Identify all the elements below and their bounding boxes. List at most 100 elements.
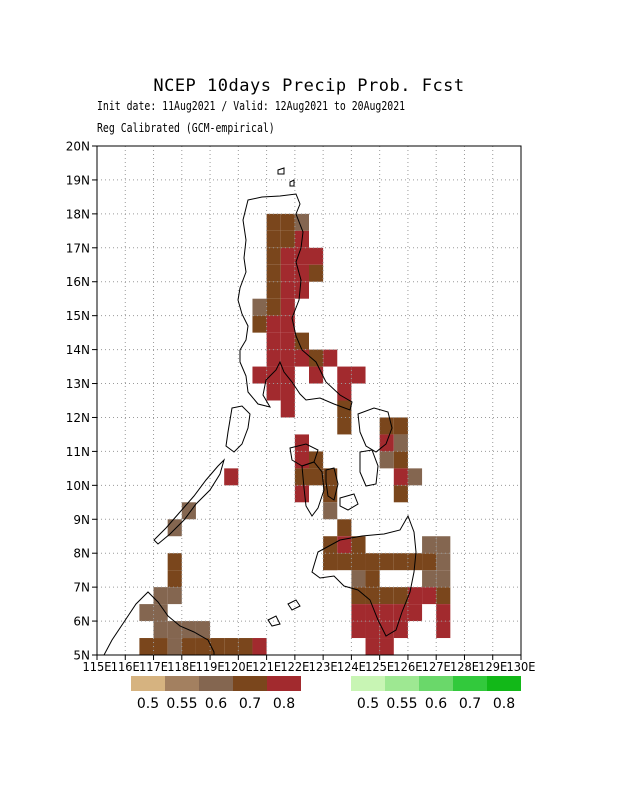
probability-cell xyxy=(436,553,451,571)
lon-tick-label: 127E xyxy=(422,660,451,674)
lat-tick-label: 20N xyxy=(66,140,90,154)
probability-cell xyxy=(393,553,408,571)
lon-tick-label: 128E xyxy=(450,660,479,674)
map-title: NCEP 10days Precip Prob. Fcst xyxy=(153,76,465,96)
dry-legend-level-label: 0.55 xyxy=(166,696,197,712)
probability-cell xyxy=(323,349,338,367)
legend: 0.5 0.55 0.6 0.7 0.8 0.5 0.55 0.6 0.7 0.8 xyxy=(131,676,521,712)
probability-cell xyxy=(266,213,281,231)
map-subtitle-method: Reg Calibrated (GCM-empirical) xyxy=(97,121,275,135)
probability-cell xyxy=(365,621,380,639)
probability-cell xyxy=(436,570,451,588)
wet-legend-swatch xyxy=(419,676,453,691)
probability-cell xyxy=(309,349,324,367)
probability-cell xyxy=(337,519,352,537)
probability-cell xyxy=(365,553,380,571)
probability-cell xyxy=(252,298,267,316)
lat-tick-label: 6N xyxy=(73,615,90,629)
probability-cell xyxy=(365,587,380,605)
probability-cell xyxy=(167,621,182,639)
probability-cell xyxy=(351,536,366,554)
coastline-luzon xyxy=(237,193,353,411)
coastline-sulu xyxy=(287,599,301,611)
probability-cell xyxy=(294,332,309,350)
lon-tick-label: 118E xyxy=(167,660,196,674)
probability-cell xyxy=(337,400,352,418)
probability-cell xyxy=(238,638,253,655)
probability-cell xyxy=(280,281,295,299)
map-subtitle-dates: Init date: 11Aug2021 / Valid: 12Aug2021 … xyxy=(97,99,406,113)
probability-cell xyxy=(309,366,324,384)
probability-cell xyxy=(153,587,168,605)
coastline-babuyan xyxy=(289,179,295,187)
probability-cell xyxy=(210,638,225,655)
probability-cell xyxy=(181,638,196,655)
dry-legend-swatch xyxy=(199,676,233,691)
probability-cell xyxy=(153,621,168,639)
probability-cell xyxy=(224,638,239,655)
probability-cell xyxy=(195,638,211,655)
lon-tick-label: 121E xyxy=(252,660,281,674)
probability-cell xyxy=(365,604,380,622)
lon-tick-label: 124E xyxy=(337,660,366,674)
probability-cell xyxy=(436,587,451,605)
probability-cell xyxy=(337,417,352,435)
probability-cell xyxy=(252,638,267,655)
dry-legend-swatch xyxy=(233,676,267,691)
lon-tick-label: 122E xyxy=(280,660,309,674)
coastline-leyte xyxy=(359,449,379,487)
probability-cell xyxy=(379,604,394,622)
probability-cell xyxy=(167,638,182,655)
lat-tick-label: 11N xyxy=(66,445,90,459)
lon-tick-label: 130E xyxy=(507,660,536,674)
lon-tick-label: 126E xyxy=(393,660,422,674)
coastline xyxy=(103,167,417,656)
lat-tick-label: 5N xyxy=(73,649,90,663)
lon-tick-label: 120E xyxy=(224,660,253,674)
probability-cell xyxy=(153,604,168,622)
lon-tick-label: 123E xyxy=(309,660,338,674)
probability-cell xyxy=(280,332,295,350)
probability-cell xyxy=(252,366,267,384)
probability-cell xyxy=(294,247,309,265)
probability-cell xyxy=(365,638,380,655)
probability-cells xyxy=(139,213,451,655)
dry-legend-swatch xyxy=(267,676,301,691)
lat-tick-label: 13N xyxy=(66,377,90,391)
dry-legend-level-label: 0.6 xyxy=(205,696,227,712)
probability-cell xyxy=(337,366,352,384)
probability-cell xyxy=(309,451,324,469)
coastline-batanes xyxy=(277,167,285,175)
probability-cell xyxy=(407,587,423,605)
lon-tick-label: 116E xyxy=(111,660,140,674)
probability-cell xyxy=(393,604,408,622)
probability-cell xyxy=(436,536,451,554)
dry-legend-swatch xyxy=(131,676,165,691)
probability-cell xyxy=(266,332,281,350)
lat-tick-label: 8N xyxy=(73,547,90,561)
wet-legend-level-label: 0.55 xyxy=(386,696,417,712)
probability-cell xyxy=(379,587,394,605)
probability-cell xyxy=(167,570,182,588)
coastline-borneo xyxy=(103,591,215,656)
wet-legend-level-label: 0.7 xyxy=(459,696,481,712)
probability-cell xyxy=(323,468,338,486)
probability-cell xyxy=(309,264,324,282)
probability-cell xyxy=(393,451,408,469)
probability-cell xyxy=(294,485,309,503)
probability-cell xyxy=(280,230,295,248)
probability-cell xyxy=(379,553,394,571)
lon-tick-label: 129E xyxy=(478,660,507,674)
probability-cell xyxy=(280,213,295,231)
dry-legend-swatch xyxy=(165,676,199,691)
lat-tick-label: 7N xyxy=(73,581,90,595)
probability-cell xyxy=(181,502,196,520)
probability-cell xyxy=(266,349,281,367)
dry-legend-level-label: 0.5 xyxy=(137,696,159,712)
probability-cell xyxy=(422,570,437,588)
coastline-basilan xyxy=(267,615,281,627)
coastline-negros xyxy=(301,461,325,517)
probability-cell xyxy=(351,621,366,639)
probability-cell xyxy=(365,570,380,588)
probability-cell xyxy=(294,434,309,452)
